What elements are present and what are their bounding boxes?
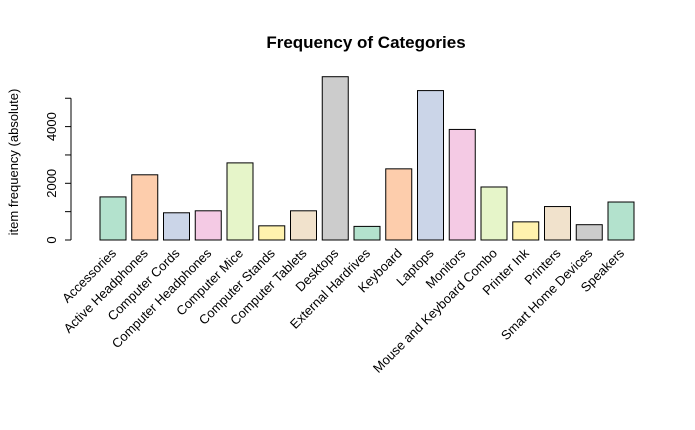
- y-tick-label: 4000: [44, 112, 59, 141]
- bar: [163, 212, 190, 241]
- bar: [194, 210, 222, 241]
- y-tick-label: 2000: [44, 169, 59, 198]
- bar: [99, 196, 127, 241]
- bar: [290, 210, 317, 241]
- bar: [131, 174, 159, 241]
- y-axis: 0 2000 4000: [44, 97, 72, 244]
- bar: [448, 128, 476, 241]
- y-axis-label: item frequency (absolute): [6, 89, 21, 236]
- bar: [258, 225, 286, 241]
- bar: [607, 201, 635, 241]
- bar: [353, 225, 381, 241]
- bar: [226, 162, 254, 241]
- bar: [321, 76, 349, 241]
- chart-title: Frequency of Categories: [266, 33, 465, 52]
- bar: [575, 224, 603, 241]
- bars: [99, 76, 635, 241]
- y-tick-label: 0: [44, 236, 59, 243]
- bar: [544, 206, 571, 241]
- bar: [480, 186, 508, 241]
- bar: [385, 168, 413, 241]
- bar: [417, 90, 444, 241]
- bar: [512, 221, 540, 241]
